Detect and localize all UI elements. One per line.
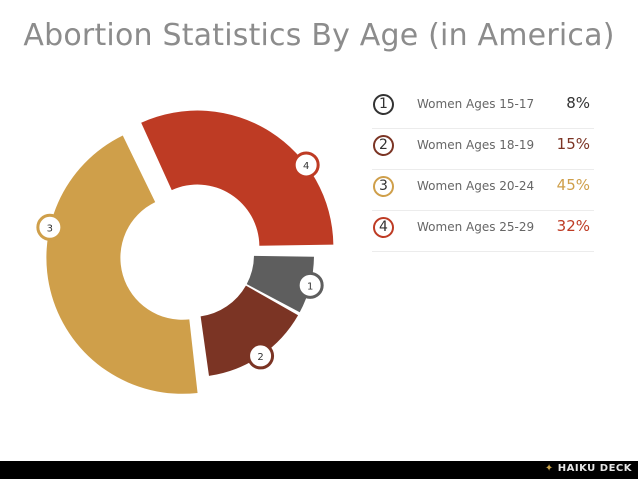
slice-badge-label: 3 — [47, 223, 53, 234]
brand-mark-icon: ✦ — [544, 463, 554, 474]
legend-item: 2 Women Ages 18-19 15% — [372, 129, 594, 170]
legend-badge: 1 — [373, 94, 394, 115]
slice-badge: 2 — [247, 342, 275, 370]
slice-badge-ring — [247, 342, 275, 370]
slice-badge-ring — [296, 271, 324, 299]
legend-label: Women Ages 20-24 — [417, 179, 535, 193]
legend-label: Women Ages 25-29 — [417, 220, 535, 234]
legend-item: 1 Women Ages 15-17 8% — [372, 88, 594, 129]
slice-badge-label: 1 — [307, 281, 313, 292]
footer-bar: ✦ HAIKU DECK — [0, 461, 638, 479]
legend-label: Women Ages 15-17 — [417, 97, 535, 111]
donut-slice — [141, 110, 334, 246]
legend-badge: 3 — [373, 176, 394, 197]
slice-badge-label: 2 — [257, 352, 263, 363]
brand-name: HAIKU DECK — [557, 463, 632, 474]
legend-value: 15% — [556, 135, 590, 153]
slice-badge-label: 4 — [303, 161, 309, 172]
legend-label: Women Ages 18-19 — [417, 138, 535, 152]
chart-legend: 1 Women Ages 15-17 8% 2 Women Ages 18-19… — [372, 88, 594, 252]
slice-badge-ring — [292, 151, 320, 179]
legend-badge: 4 — [373, 217, 394, 238]
donut-slice — [246, 255, 314, 313]
slice-badge: 3 — [36, 213, 64, 241]
legend-item: 3 Women Ages 20-24 45% — [372, 170, 594, 211]
legend-value: 8% — [566, 94, 590, 112]
slice-badge-ring — [36, 213, 64, 241]
legend-value: 32% — [556, 217, 590, 235]
donut-slice — [46, 135, 198, 394]
chart-title: Abortion Statistics By Age (in America) — [23, 18, 615, 53]
legend-item: 4 Women Ages 25-29 32% — [372, 211, 594, 252]
legend-value: 45% — [556, 176, 590, 194]
slice-badge: 4 — [292, 151, 320, 179]
donut-slice — [200, 285, 299, 376]
brand-logo: ✦ HAIKU DECK — [545, 463, 632, 474]
slice-badge: 1 — [296, 271, 324, 299]
legend-badge: 2 — [373, 135, 394, 156]
